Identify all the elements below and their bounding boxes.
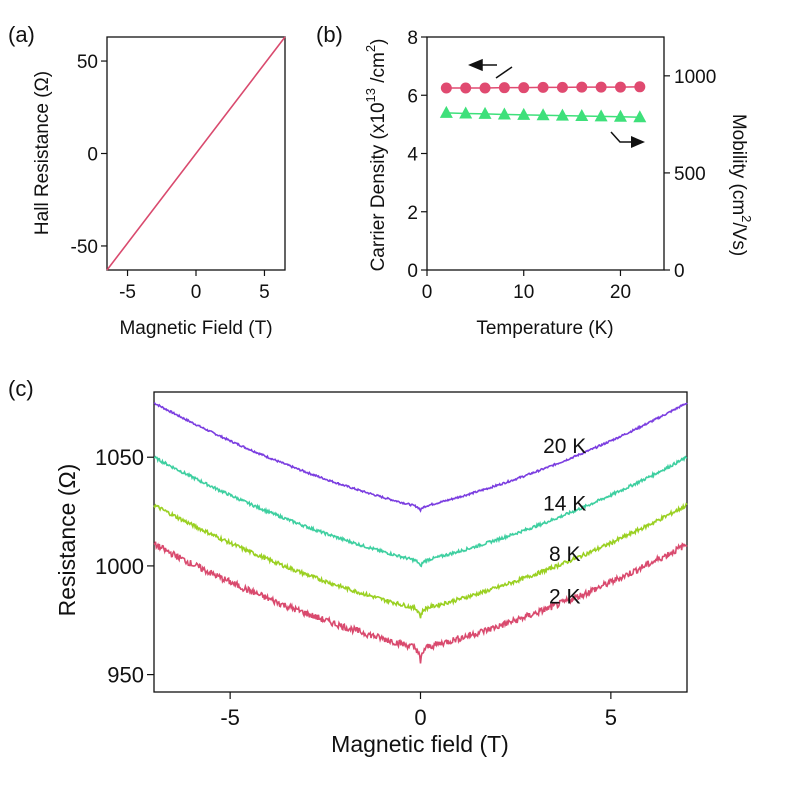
panel-b-point-density bbox=[576, 81, 588, 93]
arrow-left-head bbox=[468, 58, 497, 72]
panel-b-xtick-label: 0 bbox=[422, 282, 433, 303]
panel-b-xtick-label: 10 bbox=[513, 282, 534, 303]
panel-b-ytick-label-right: 500 bbox=[674, 164, 706, 185]
panel-a-xtick-label: 5 bbox=[259, 282, 270, 303]
panel-b-ytick-label-left: 6 bbox=[407, 86, 418, 107]
panel-a-xtick-label: 0 bbox=[191, 282, 202, 303]
panel-b-point-density bbox=[614, 81, 626, 93]
panel-b-point-density bbox=[537, 81, 549, 93]
panel-b-point-density bbox=[595, 81, 607, 93]
panel-c-series-label: 14 K bbox=[543, 492, 586, 515]
panel-b-point-density bbox=[440, 82, 452, 94]
panel-c-series-line bbox=[153, 541, 688, 664]
panel-c-label: (c) bbox=[8, 376, 34, 401]
panel-b-ytick-label-left: 8 bbox=[407, 28, 418, 49]
panel-b-point-mobility bbox=[478, 106, 492, 119]
panel-c-series-label: 20 K bbox=[543, 435, 586, 458]
panel-b-point-density bbox=[460, 82, 472, 94]
panel-b: (b) 0 10 20 0 2 4 6 8 0 500 1000 Temperature (K) C… bbox=[316, 22, 754, 339]
panel-b-point-mobility bbox=[633, 110, 647, 123]
panel-c-series-line bbox=[153, 502, 688, 619]
panel-c-xtick-label: 0 bbox=[414, 705, 426, 730]
panel-b-point-mobility bbox=[555, 108, 569, 121]
panel-b-ylabel-right: Mobility (cm2/Vs) bbox=[728, 114, 754, 256]
panel-c-frame bbox=[153, 391, 688, 693]
panel-c-ytick-label: 1050 bbox=[95, 445, 144, 470]
panel-c-series-label: 8 K bbox=[549, 543, 581, 566]
panel-c-ytick-label: 950 bbox=[107, 663, 144, 688]
panel-c-series-line bbox=[153, 455, 688, 568]
panel-a-xtick-label: -5 bbox=[119, 282, 136, 303]
panel-a-ytick-label: -50 bbox=[71, 237, 98, 258]
panel-a-xlabel: Magnetic Field (T) bbox=[119, 318, 272, 339]
panel-c-xtick-label: 5 bbox=[605, 705, 617, 730]
panel-b-ytick-label-right: 0 bbox=[674, 261, 685, 282]
panel-c-ytick-label: 1000 bbox=[95, 554, 144, 579]
panel-b-ytick-label-left: 4 bbox=[407, 145, 418, 166]
panel-b-point-density bbox=[479, 82, 491, 94]
panel-c-series-label: 2 K bbox=[549, 585, 581, 608]
panel-b-point-mobility bbox=[613, 109, 627, 122]
panel-b-point-density bbox=[518, 82, 530, 94]
panel-b-point-density bbox=[634, 81, 646, 93]
panel-b-ytick-label-right: 1000 bbox=[674, 67, 716, 88]
panel-b-point-mobility bbox=[459, 106, 473, 119]
arrow-right-to-mobility bbox=[610, 131, 634, 143]
panel-c-series-line bbox=[153, 402, 688, 513]
panel-b-point-mobility bbox=[439, 105, 453, 118]
panel-b-point-density bbox=[556, 81, 568, 93]
panel-b-xtick-label: 20 bbox=[610, 282, 631, 303]
panel-b-point-mobility bbox=[594, 109, 608, 122]
panel-b-xlabel: Temperature (K) bbox=[476, 318, 613, 339]
panel-b-label: (b) bbox=[316, 22, 343, 47]
panel-b-point-mobility bbox=[517, 107, 531, 120]
panel-b-ytick-label-left: 2 bbox=[407, 203, 418, 224]
panel-a-ytick-label: 0 bbox=[87, 145, 98, 166]
panel-b-ylabel-left: Carrier Density (x1013 /cm2) bbox=[363, 39, 389, 272]
panel-b-ytick-label-left: 0 bbox=[407, 261, 418, 282]
arrow-left-to-density bbox=[495, 66, 513, 79]
panel-b-frame bbox=[426, 36, 665, 271]
panel-c: (c) -5 0 5 950 1000 1050 20 K 14 K 8 K 2 K Magne… bbox=[8, 376, 688, 757]
panel-b-point-mobility bbox=[497, 107, 511, 120]
arrow-right-head bbox=[631, 136, 645, 148]
panel-b-point-density bbox=[498, 82, 510, 94]
panel-b-point-mobility bbox=[575, 109, 589, 122]
panel-a-ylabel: Hall Resistance (Ω) bbox=[32, 71, 53, 235]
panel-c-xlabel: Magnetic field (T) bbox=[331, 731, 509, 757]
panel-a-label: (a) bbox=[8, 22, 35, 47]
panel-a-series-line bbox=[106, 36, 286, 271]
panel-a-ytick-label: 50 bbox=[77, 52, 98, 73]
panel-c-xtick-label: -5 bbox=[220, 705, 240, 730]
panel-c-ylabel: Resistance (Ω) bbox=[54, 464, 80, 617]
panel-b-point-mobility bbox=[536, 108, 550, 121]
